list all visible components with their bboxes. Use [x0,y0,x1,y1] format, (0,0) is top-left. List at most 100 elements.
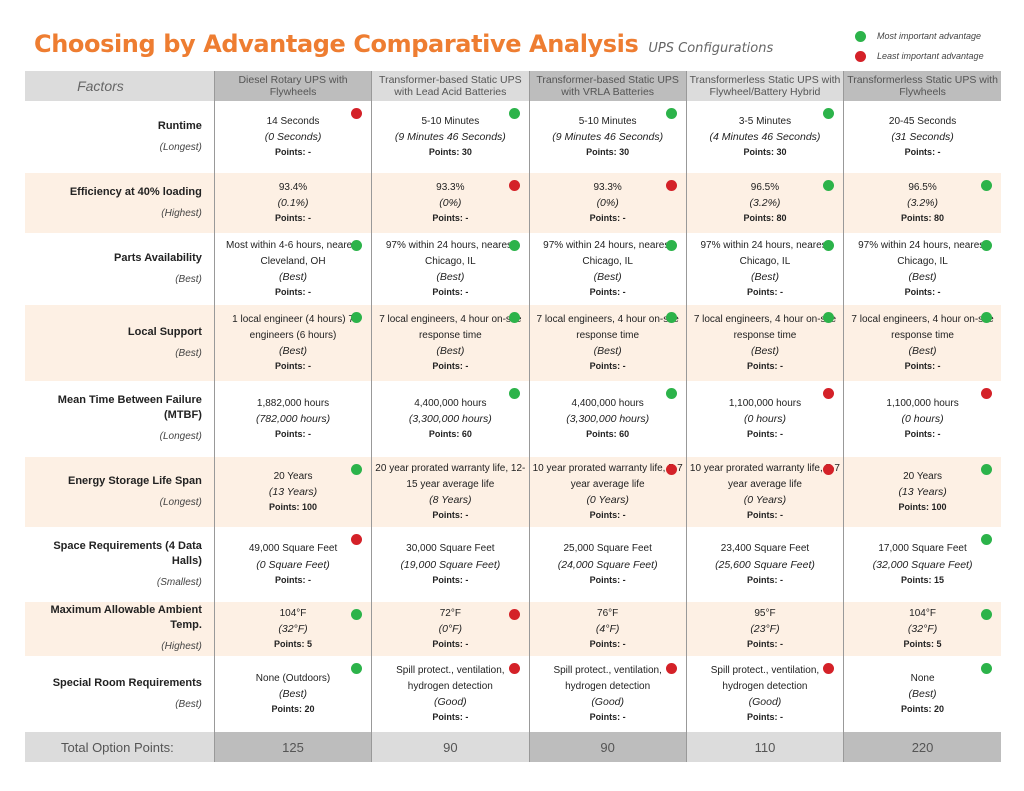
cell-points: Points: - [589,287,626,297]
green-dot-icon [665,108,677,119]
option-cell: 10 year prorated warranty life, 5-7 year… [685,457,844,527]
factor-name: Parts Availability [114,251,202,264]
cell-points: Points: 100 [269,502,318,513]
factor-criterion: (Best) [175,698,202,710]
factor-name: Local Support [127,325,202,338]
cell-points: Points: - [275,287,312,297]
cell-value: Spill protect., ventilation, hydrogen de… [553,665,662,692]
cell-points: Points: 30 [586,147,630,158]
cell-value: 7 local engineers, 4 hour on-site respon… [536,314,679,341]
red-dot-icon [665,464,677,475]
green-dot-icon [981,180,992,191]
factor-criterion: (Highest) [161,207,202,219]
cell-advantage: (Best) [279,271,308,283]
table-row: Efficiency at 40% loading (Highest) 93.4% (… [25,173,1001,233]
cell-points: Points: - [746,639,783,650]
cell-points: Points: - [746,574,783,585]
green-dot-icon [981,534,992,545]
cell-advantage: (Best) [279,688,308,701]
cell-points: Points: 60 [428,429,472,440]
cell-points: Points: - [904,147,941,158]
cell-advantage: (Best) [908,271,937,283]
cell-points: Points: - [275,213,312,224]
factor-name: Special Room Requirements [52,676,202,689]
cell-points: Points: - [904,361,941,371]
cell-advantage: (0 hours) [901,413,944,426]
cell-points: Points: - [432,510,469,520]
cell-value: 10 year prorated warranty life, 5-7 year… [532,463,683,490]
cell-value: 1,100,000 hours [886,397,959,409]
factor-criterion: (Longest) [159,431,202,443]
cell-advantage: (25,600 Square Feet) [715,558,815,571]
option-cell: 97% within 24 hours, nearest Chicago, IL… [685,233,844,305]
red-dot-icon [351,108,363,119]
cell-value: 97% within 24 hours, nearest Chicago, IL [858,240,988,267]
option-cell: 96.5% (3.2%) Points: 80 [843,173,1001,233]
cell-value: 20-45 Seconds [888,115,957,127]
green-dot-icon [351,663,363,674]
option-header: Transformer-based Static UPS with VRLA B… [528,71,687,101]
cell-advantage: (32,000 Square Feet) [872,558,973,571]
option-cell: 30,000 Square Feet (19,000 Square Feet) Po… [371,527,529,602]
cell-value: 5-10 Minutes [578,115,637,127]
red-dot-icon [665,180,677,191]
cell-points: Points: - [432,361,469,371]
cell-points: Points: - [275,574,312,585]
cell-advantage: (Good) [434,696,467,708]
option-cell: 72°F (0°F) Points: - [371,602,529,656]
cell-value: 93.3% [593,181,622,193]
cell-points: Points: - [432,712,469,722]
cell-value: 4,400,000 hours [571,397,644,409]
option-cell: 20 Years (13 Years) Points: 100 [843,457,1001,527]
option-cell: 1,100,000 hours (0 hours) Points: - [685,381,844,457]
page-title: Choosing by Advantage Comparative Analys… [34,30,639,58]
cell-points: Points: - [589,574,626,585]
table-row: Mean Time Between Failure (MTBF) (Longest… [25,381,1001,457]
table-row: Special Room Requirements (Best) None (Out… [25,656,1001,732]
table-body: Runtime (Longest) 14 Seconds (0 Seconds) Poi… [25,101,1001,732]
factors-header: Factors [25,71,215,101]
cell-value: 72°F [439,607,461,619]
cell-points: Points: - [746,510,783,520]
option-cell: 97% within 24 hours, nearest Chicago, IL… [371,233,529,305]
cell-advantage: (782,000 hours) [255,413,331,426]
cell-advantage: (3.2%) [907,197,939,210]
cell-advantage: (Best) [436,345,465,357]
cell-advantage: (13 Years) [898,486,947,499]
cell-value: 1 local engineer (4 hours) 7 engineers (… [232,314,354,341]
cell-advantage: (0 Years) [586,494,629,506]
option-cell: 7 local engineers, 4 hour on-site respon… [528,305,687,381]
factor-cell: Mean Time Between Failure (MTBF) (Longest… [25,381,214,457]
cell-value: 5-10 Minutes [421,115,480,127]
cell-advantage: (Best) [908,345,937,357]
cell-value: Spill protect., ventilation, hydrogen de… [710,665,820,692]
cell-value: 1,100,000 hours [728,397,802,409]
legend-label: Least important advantage [877,51,984,61]
factor-criterion: (Longest) [159,496,202,508]
factor-cell: Efficiency at 40% loading (Highest) [25,173,215,233]
cell-advantage: (32°F) [278,623,308,636]
green-dot-icon [823,312,835,323]
green-dot-icon [665,388,677,399]
green-dot-icon [823,180,835,191]
factor-cell: Runtime (Longest) [25,101,214,173]
cell-advantage: (0 hours) [743,413,786,426]
cell-advantage: (0%) [596,197,619,210]
cell-value: 7 local engineers, 4 hour on-site respon… [693,314,837,341]
cell-points: Points: - [275,361,312,371]
cell-points: Points: 100 [898,502,947,513]
cell-points: Points: - [275,147,312,158]
green-dot-icon [823,108,835,119]
option-cell: 97% within 24 hours, nearest Chicago, IL… [843,233,1001,305]
cell-advantage: (3,300,000 hours) [566,413,650,426]
cell-advantage: (0 Seconds) [264,131,322,144]
total-points: 125 [213,732,372,762]
cell-points: Points: 15 [901,574,945,585]
factor-cell: Parts Availability (Best) [25,233,214,305]
cell-value: 97% within 24 hours, nearest Chicago, IL [543,240,673,267]
green-dot-icon [823,240,835,251]
option-cell: 1,100,000 hours (0 hours) Points: - [843,381,1001,457]
red-dot-icon [855,50,866,62]
option-header: Diesel Rotary UPS with Flywheels [213,71,372,101]
option-cell: 49,000 Square Feet (0 Square Feet) Points:… [213,527,372,602]
